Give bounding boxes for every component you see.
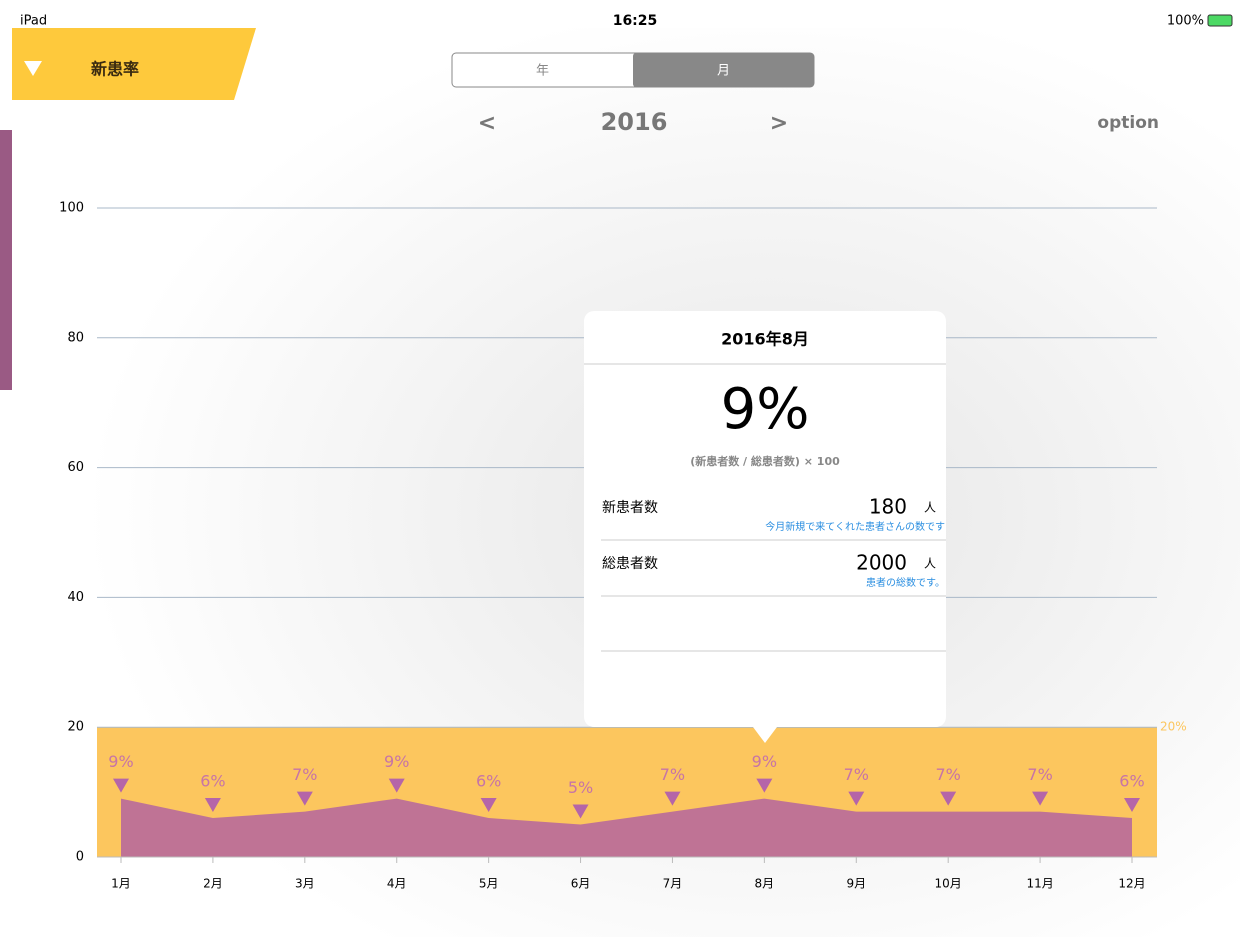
value-label: 7% [292,765,317,784]
value-label: 7% [844,765,869,784]
battery-text: 100% [1167,14,1204,29]
value-label: 9% [384,752,409,771]
value-label: 6% [1119,772,1144,791]
marker [1032,791,1049,806]
popup-card [584,311,946,727]
y-tick-label: 40 [67,590,84,605]
header-title: 新患率 [91,60,139,79]
marker [756,778,773,793]
x-tick-label: 7月 [663,877,683,891]
x-tick-label: 4月 [387,877,407,891]
y-tick-label: 80 [67,330,84,345]
segment-label[interactable]: 年 [536,64,549,79]
y-tick-label: 60 [67,460,84,475]
segment-label[interactable]: 月 [717,64,730,79]
dropdown-icon [24,61,42,76]
x-tick-label: 11月 [1026,877,1053,891]
marker [664,791,681,806]
segment-selected [633,53,814,87]
popup-title: 2016年8月 [721,330,809,349]
x-tick-label: 8月 [755,877,775,891]
value-label: 9% [752,752,777,771]
y-tick-label: 100 [59,201,84,216]
marker [204,798,221,813]
option-button[interactable]: option [1097,113,1159,133]
value-label: 7% [660,765,685,784]
value-label: 7% [935,765,960,784]
area [121,798,1132,857]
x-tick-label: 2月 [203,877,223,891]
row-label: 総患者数 [602,556,658,572]
time: 16:25 [613,13,658,29]
row-unit: 人 [924,501,936,515]
prev-button[interactable]: < [478,111,496,136]
x-tick-label: 3月 [295,877,315,891]
x-tick-label: 5月 [479,877,499,891]
x-tick-label: 10月 [935,877,962,891]
x-tick-label: 12月 [1118,877,1145,891]
value-label: 6% [200,772,225,791]
y-tick-label: 0 [76,850,84,865]
x-tick-label: 1月 [111,877,131,891]
value-label: 7% [1027,765,1052,784]
battery-icon [1207,14,1233,27]
value-label: 9% [108,752,133,771]
x-tick-label: 9月 [846,877,866,891]
value-label: 6% [476,772,501,791]
next-button[interactable]: > [770,111,788,136]
header-tab[interactable] [12,28,256,100]
popup: 2016年8月 9% (新患者数 / 総患者数) × 100 新患者数 180 人今… [584,311,946,743]
band-label: 20% [1160,720,1187,734]
marker [848,791,865,806]
marker [296,791,313,806]
popup-value: 9% [721,377,810,442]
marker [572,804,589,819]
row-note: 今月新規で来てくれた患者さんの数です [765,520,945,533]
chart: 20% 0 20 40 60 80 100 9% 6% 7% 9% 6% 5% 7% 9% 7% 7% 7% 6% 1… [59,201,1187,891]
marker [388,778,405,793]
value-label: 5% [568,778,593,797]
marker [113,778,129,793]
segmented-control: 年月 [451,52,815,88]
row-label: 新患者数 [602,500,658,516]
marker [940,791,957,806]
status-bar [0,0,1240,28]
row-note: 患者の総数です。 [866,576,945,589]
popup-pointer [753,727,777,743]
year: 2016 [601,108,668,136]
row-value: 180 [869,495,907,519]
sidebar-edge [0,130,12,390]
device: iPad [20,14,47,29]
formula: (新患者数 / 総患者数) × 100 [690,454,840,468]
row-unit: 人 [924,557,936,571]
x-tick-label: 6月 [571,877,591,891]
marker [1124,798,1140,813]
y-tick-label: 20 [67,720,84,735]
marker [480,798,497,813]
row-value: 2000 [856,551,907,575]
